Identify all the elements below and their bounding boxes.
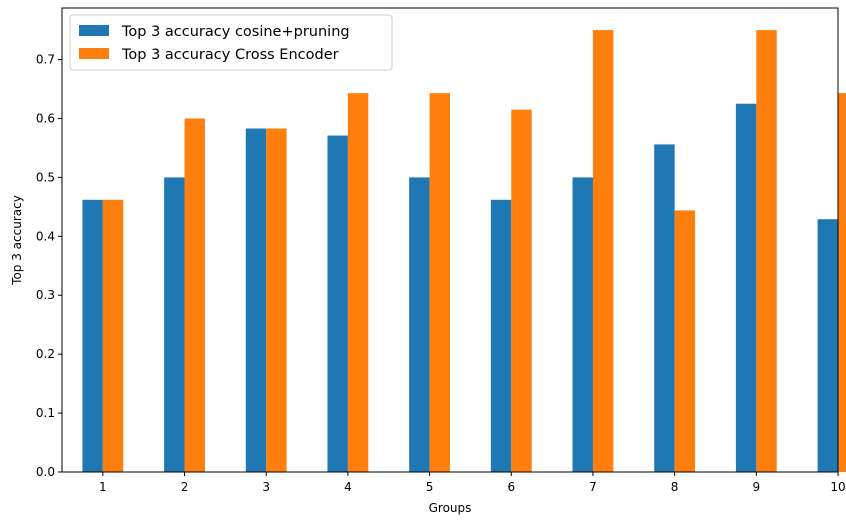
y-tick-label: 0.5: [36, 170, 55, 184]
bar-series-1-group-4: [327, 135, 348, 472]
bar-series-2-group-10: [838, 93, 846, 472]
y-tick-label: 0.1: [36, 406, 55, 420]
y-axis-label: Top 3 accuracy: [10, 195, 24, 286]
y-tick-label: 0.7: [36, 53, 55, 67]
bar-series-2-group-2: [184, 118, 205, 472]
bar-series-2-group-1: [102, 199, 124, 473]
bar-series-1-group-6: [490, 199, 512, 473]
x-tick-label: 5: [426, 480, 434, 494]
x-axis-ticks: 1 2 3 4 5 6 7 8 9 10: [99, 472, 846, 494]
bar-series-2-group-9: [756, 30, 777, 472]
y-axis-ticks: 0.0 0.1 0.2 0.3 0.4 0.5 0.6 0.7: [36, 53, 62, 479]
y-tick-label: 0.3: [36, 288, 55, 302]
bar-series-2-group-4: [347, 93, 369, 472]
bar-series-1-group-1: [82, 199, 103, 473]
bar-series-2-group-3: [266, 128, 287, 473]
legend-frame: [69, 14, 393, 71]
y-tick-label: 0.2: [36, 347, 55, 361]
bar-series-2-group-5: [429, 93, 450, 472]
bar-series-1-group-7: [572, 177, 593, 472]
x-tick-label: 8: [671, 480, 679, 494]
x-tick-label: 3: [262, 480, 270, 494]
y-tick-label: 0.6: [36, 111, 55, 125]
bar-series-2-group-7: [592, 30, 614, 472]
x-tick-label: 4: [344, 480, 352, 494]
y-tick-label: 0.4: [36, 229, 55, 243]
x-tick-label: 2: [181, 480, 189, 494]
bar-series-1-group-8: [654, 144, 675, 472]
plot-frame: [61, 7, 839, 473]
y-tick-label: 0.0: [36, 465, 55, 479]
x-tick-label: 10: [830, 480, 845, 494]
x-tick-label: 6: [507, 480, 515, 494]
bar-series-1-group-9: [735, 103, 757, 472]
legend-label: Top 3 accuracy Cross Encoder: [121, 47, 339, 63]
bar-series-1-group-5: [409, 177, 430, 472]
bar-series-2-group-6: [511, 109, 532, 472]
legend: Top 3 accuracy cosine+pruning Top 3 accur…: [69, 14, 393, 71]
legend-label: Top 3 accuracy cosine+pruning: [121, 24, 350, 40]
bars-layer: [82, 30, 846, 473]
x-tick-label: 9: [752, 480, 760, 494]
x-tick-label: 1: [99, 480, 107, 494]
bar-series-1-group-2: [164, 177, 185, 472]
bar-series-1-group-3: [245, 128, 267, 473]
x-axis-label: Groups: [429, 501, 472, 515]
legend-swatch: [79, 48, 109, 59]
bar-series-2-group-8: [674, 210, 696, 472]
x-tick-label: 7: [589, 480, 597, 494]
legend-swatch: [79, 25, 109, 36]
bar-series-1-group-10: [817, 219, 838, 472]
